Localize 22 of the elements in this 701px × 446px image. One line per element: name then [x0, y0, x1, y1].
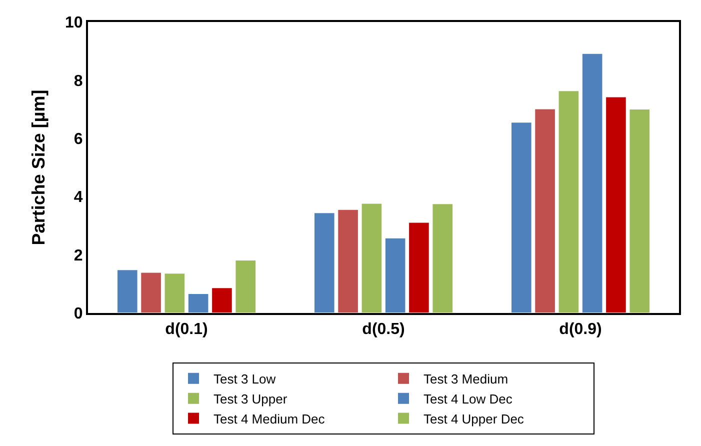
x-tick-label: d(0.5) [362, 321, 405, 338]
y-axis-title: Partiche Size [µm] [28, 90, 49, 246]
legend-label: Test 3 Low [214, 371, 276, 386]
bar [164, 272, 186, 313]
legend-label: Test 4 Upper Dec [424, 411, 524, 426]
legend-label: Test 4 Low Dec [424, 391, 513, 406]
y-tick-label: 2 [74, 247, 83, 264]
x-tick-label: d(0.1) [165, 321, 208, 338]
y-tick-label: 8 [74, 72, 83, 90]
bar [581, 52, 604, 313]
y-tick-label: 4 [74, 189, 83, 206]
legend-label: Test 3 Medium [424, 371, 508, 386]
bar [558, 90, 580, 313]
bar [187, 293, 210, 313]
legend-label: Test 3 Upper [214, 391, 288, 406]
y-tick-label: 6 [74, 131, 83, 148]
y-tick-label: 10 [65, 14, 83, 32]
bar [384, 237, 406, 313]
legend-label: Test 4 Medium Dec [214, 411, 326, 426]
x-tick-label: d(0.9) [559, 321, 602, 338]
y-tick-label: 0 [74, 306, 83, 323]
bar [360, 202, 383, 313]
